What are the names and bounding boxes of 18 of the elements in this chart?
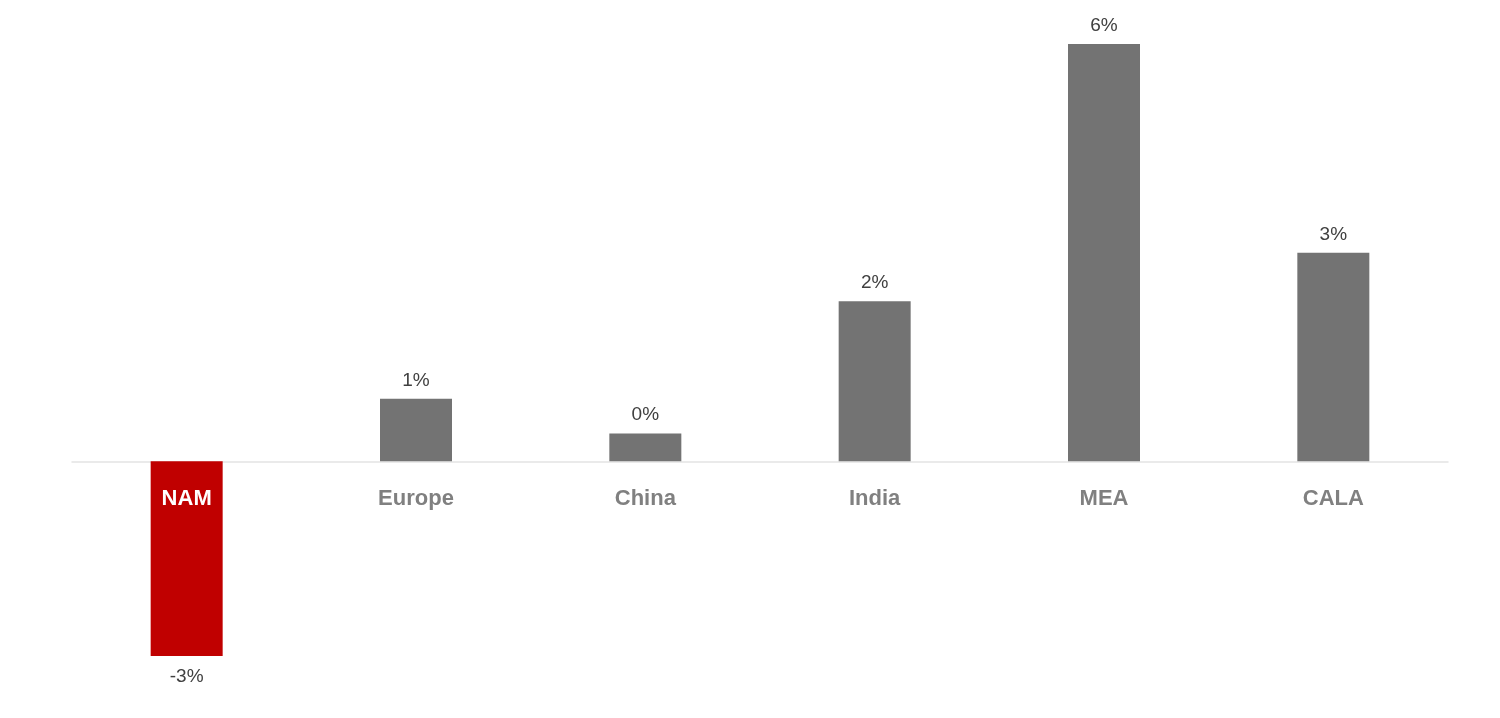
bar xyxy=(838,301,911,462)
data-label: 3% xyxy=(1319,222,1348,244)
bar xyxy=(150,461,223,656)
data-label: 6% xyxy=(1090,14,1118,35)
bar xyxy=(609,433,682,462)
bar xyxy=(1297,252,1370,462)
x-tick-label: MEA xyxy=(1079,484,1129,510)
data-label: 0% xyxy=(631,403,660,425)
bar xyxy=(1068,44,1140,462)
x-tick-label: China xyxy=(614,484,677,510)
x-tick-label: Europe xyxy=(378,484,454,510)
data-label: 2% xyxy=(860,271,889,293)
x-tick-label: India xyxy=(848,484,902,510)
x-tick-label: CALA xyxy=(1302,484,1364,510)
x-tick-label: NAM xyxy=(161,484,212,510)
bar xyxy=(380,398,452,462)
data-label: 1% xyxy=(402,368,430,390)
data-label: -3% xyxy=(169,665,204,686)
